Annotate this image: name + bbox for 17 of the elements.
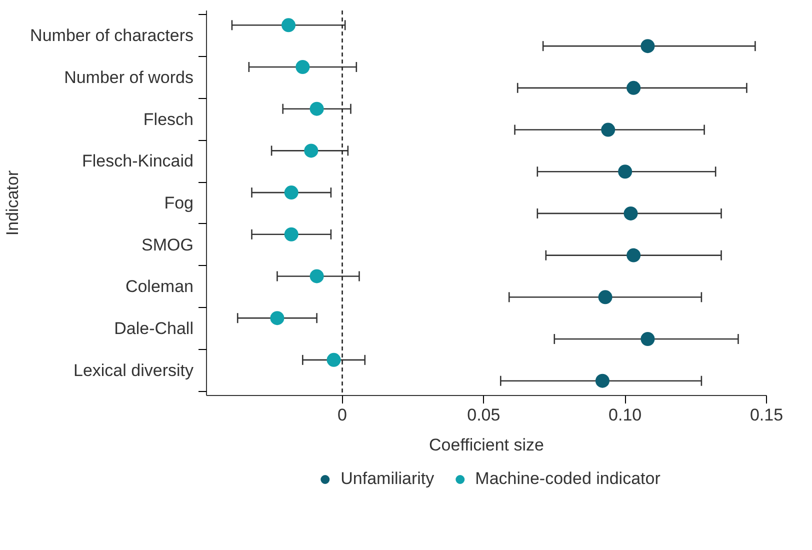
x-axis-title: Coefficient size: [429, 436, 544, 454]
x-tick-label: 0.05: [467, 406, 500, 424]
x-tick-label: 0.15: [750, 406, 784, 424]
y-tick-label: Number of words: [64, 68, 194, 87]
legend-label: Unfamiliarity: [340, 469, 434, 489]
x-tick-label: 0: [338, 406, 347, 424]
y-tick-label: Fog: [164, 194, 194, 212]
legend-label: Machine-coded indicator: [475, 469, 660, 489]
y-tick-label: Coleman: [125, 277, 194, 296]
y-axis-title: Indicator: [3, 170, 22, 236]
y-tick-label: SMOG: [142, 235, 194, 254]
y-tick-label: Flesch: [143, 110, 194, 129]
y-tick-label: Lexical diversity: [74, 360, 194, 380]
y-tick-label: Dale-Chall: [114, 319, 194, 338]
x-tick-label: 0.10: [608, 406, 642, 424]
y-tick-label: Number of characters: [30, 26, 194, 46]
y-tick-label: Flesch-Kincaid: [82, 152, 194, 171]
